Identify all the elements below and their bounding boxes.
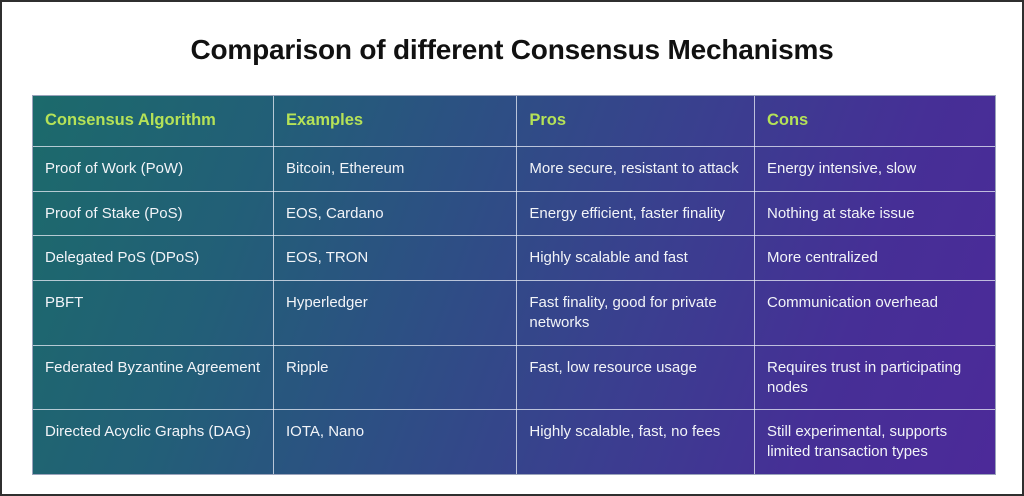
table-body: Proof of Work (PoW) Bitcoin, Ethereum Mo… bbox=[33, 146, 995, 474]
cell-pros: Highly scalable, fast, no fees bbox=[516, 409, 755, 474]
cell-examples: Hyperledger bbox=[273, 280, 518, 346]
column-header-pros: Pros bbox=[516, 96, 755, 147]
cell-algorithm: Directed Acyclic Graphs (DAG) bbox=[33, 409, 274, 474]
column-header-consensus-algorithm: Consensus Algorithm bbox=[33, 96, 274, 147]
cell-cons: Requires trust in participating nodes bbox=[754, 345, 995, 411]
cell-cons: Still experimental, supports limited tra… bbox=[766, 423, 948, 461]
cell-examples: Ripple bbox=[273, 345, 518, 411]
cell-examples: EOS, Cardano bbox=[273, 191, 518, 237]
cell-algorithm: Proof of Stake (PoS) bbox=[33, 191, 274, 237]
cell-pros: Fast finality, good for private networks bbox=[516, 280, 755, 346]
cell-cons: More centralized bbox=[754, 235, 995, 282]
cell-examples: Bitcoin, Ethereum bbox=[273, 146, 518, 192]
cell-pros: Fast, low resource usage bbox=[516, 345, 755, 411]
table-row: Directed Acyclic Graphs (DAG) IOTA, Nano… bbox=[33, 409, 995, 474]
column-header-cons: Cons bbox=[754, 96, 995, 147]
table-header: Consensus Algorithm Examples Pros Cons bbox=[33, 96, 995, 147]
cell-algorithm: Federated Byzantine Agreement bbox=[33, 345, 274, 411]
consensus-comparison-table: Consensus Algorithm Examples Pros Cons P… bbox=[33, 96, 995, 474]
cell-examples: EOS, TRON bbox=[273, 235, 518, 282]
cell-algorithm: Delegated PoS (DPoS) bbox=[33, 235, 274, 282]
cell-pros: More secure, resistant to attack bbox=[516, 146, 755, 192]
cell-cons: Energy intensive, slow bbox=[754, 146, 995, 192]
cell-cons: Nothing at stake issue bbox=[754, 191, 995, 237]
table-row: Delegated PoS (DPoS) EOS, TRON Highly sc… bbox=[33, 235, 995, 282]
table-row: Proof of Work (PoW) Bitcoin, Ethereum Mo… bbox=[33, 146, 995, 192]
comparison-table-container: Consensus Algorithm Examples Pros Cons P… bbox=[32, 95, 996, 475]
cell-cons: Communication overhead bbox=[754, 280, 995, 346]
table-row: Proof of Stake (PoS) EOS, Cardano Energy… bbox=[33, 191, 995, 237]
table-row: Federated Byzantine Agreement Ripple Fas… bbox=[33, 345, 995, 411]
page-title: Comparison of different Consensus Mechan… bbox=[190, 34, 834, 65]
cell-pros: Energy efficient, faster finality bbox=[516, 191, 755, 237]
table-header-row: Consensus Algorithm Examples Pros Cons bbox=[33, 96, 995, 147]
column-header-examples: Examples bbox=[273, 96, 518, 147]
cell-algorithm: Proof of Work (PoW) bbox=[33, 146, 274, 192]
table-row: PBFT Hyperledger Fast finality, good for… bbox=[33, 280, 995, 346]
cell-examples: IOTA, Nano bbox=[273, 409, 518, 474]
cell-algorithm: PBFT bbox=[33, 280, 274, 346]
cell-pros: Highly scalable and fast bbox=[516, 235, 755, 282]
